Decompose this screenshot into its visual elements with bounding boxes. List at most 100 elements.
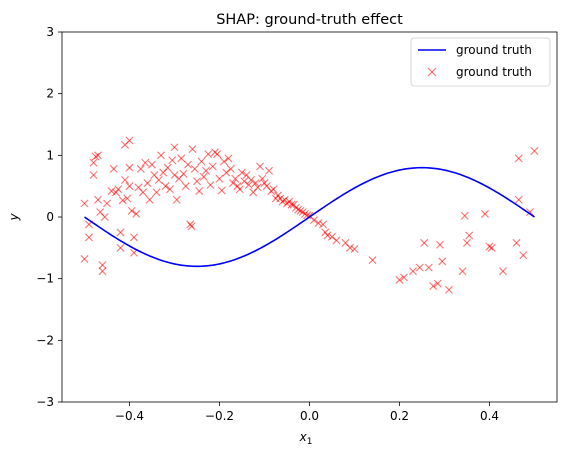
scatter-point	[445, 285, 453, 294]
y-tick-label: −2	[36, 333, 54, 347]
scatter-point	[280, 195, 289, 204]
scatter-point	[217, 186, 226, 195]
scatter-point	[107, 187, 116, 196]
scatter-point	[458, 267, 467, 276]
scatter-point	[481, 209, 489, 218]
scatter-point	[213, 150, 222, 159]
scatter-point	[256, 162, 264, 171]
scatter-point	[429, 282, 438, 291]
x-axis-label-main: x	[299, 430, 308, 444]
scatter-point	[114, 185, 123, 194]
scatter-point	[123, 194, 132, 203]
scatter-point	[424, 263, 433, 272]
scatter-point	[166, 185, 174, 194]
scatter-point	[132, 209, 141, 218]
scatter-point	[184, 160, 192, 169]
scatter-point	[125, 163, 134, 172]
y-tick-label: 3	[46, 25, 54, 39]
scatter-point	[229, 179, 237, 188]
scatter-point	[139, 188, 147, 197]
scatter-point	[519, 251, 528, 260]
scatter-point	[181, 182, 190, 191]
scatter-point	[94, 151, 102, 160]
scatter-point	[463, 238, 471, 247]
scatter-point	[258, 174, 267, 183]
scatter-point	[328, 232, 336, 241]
scatter-point	[460, 211, 469, 220]
scatter-point	[499, 267, 507, 276]
scatter-point	[251, 179, 260, 188]
scatter-point	[465, 231, 474, 240]
scatter-point	[89, 158, 98, 167]
scatter-point	[85, 233, 93, 242]
scatter-point	[222, 168, 231, 177]
y-tick-label: −1	[36, 272, 54, 286]
scatter-series	[80, 136, 539, 294]
scatter-point	[400, 273, 408, 282]
scatter-point	[109, 164, 118, 173]
scatter-point	[485, 242, 494, 251]
scatter-point	[208, 162, 217, 171]
scatter-point	[157, 151, 165, 160]
scatter-point	[152, 188, 161, 197]
chart-title: SHAP: ground-truth effect	[216, 12, 403, 28]
x-tick-label: 0.0	[300, 409, 319, 423]
scatter-point	[226, 164, 235, 173]
scatter-point	[177, 154, 186, 163]
scatter-point	[80, 199, 89, 208]
scatter-point	[265, 166, 273, 175]
scatter-point	[197, 157, 206, 166]
scatter-point	[415, 263, 424, 272]
scatter-point	[301, 209, 309, 218]
scatter-point	[118, 196, 127, 205]
scatter-point	[420, 238, 429, 247]
scatter-point	[195, 187, 204, 196]
y-axis-ticks: −3 −2 −1 0 1 2 3	[36, 25, 62, 409]
y-tick-label: 2	[46, 87, 54, 101]
scatter-point	[526, 208, 534, 217]
scatter-point	[287, 200, 296, 209]
scatter-point	[187, 222, 196, 231]
legend-label-line: ground truth	[456, 43, 532, 57]
scatter-point	[143, 179, 152, 188]
scatter-point	[433, 279, 442, 288]
scatter-point	[136, 164, 145, 173]
scatter-point	[168, 156, 177, 165]
scatter-point	[103, 199, 111, 208]
scatter-point	[190, 164, 199, 173]
scatter-point	[514, 195, 523, 204]
scatter-point	[170, 171, 179, 180]
scatter-point	[141, 158, 150, 167]
scatter-point	[154, 176, 163, 184]
scatter-point	[240, 177, 249, 186]
scatter-point	[224, 154, 233, 163]
x-axis-label: x1	[299, 430, 313, 447]
x-tick-label: 0.4	[480, 409, 499, 423]
scatter-point	[91, 152, 100, 161]
scatter-point	[247, 176, 255, 184]
scatter-point	[206, 180, 215, 189]
scatter-point	[130, 233, 138, 242]
scatter-point	[204, 150, 213, 159]
scatter-point	[116, 243, 125, 252]
scatter-point	[294, 205, 303, 214]
scatter-point	[148, 160, 156, 169]
scatter-point	[170, 143, 179, 152]
scatter-point	[350, 245, 359, 254]
scatter-point	[319, 220, 327, 229]
legend: ground truth ground truth	[410, 37, 551, 87]
y-tick-label: 1	[46, 148, 54, 162]
scatter-point	[514, 154, 523, 163]
scatter-point	[163, 163, 172, 172]
scatter-point	[310, 216, 318, 225]
scatter-point	[100, 213, 109, 221]
scatter-point	[231, 174, 240, 183]
scatter-point	[145, 195, 154, 204]
scatter-point	[314, 219, 323, 228]
scatter-point	[220, 157, 228, 166]
scatter-point	[193, 177, 201, 186]
scatter-point	[238, 168, 246, 177]
scatter-point	[269, 185, 278, 194]
scatter-point	[121, 176, 129, 184]
